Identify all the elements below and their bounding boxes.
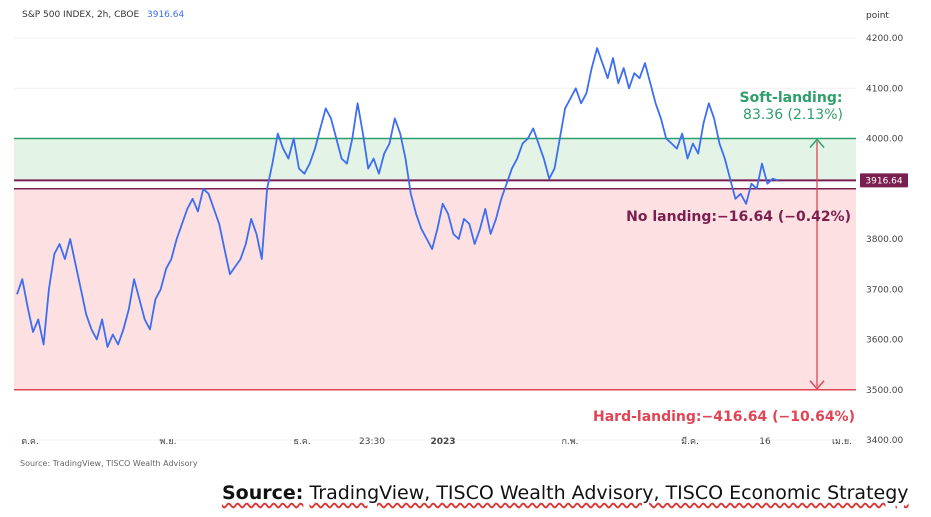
- symbol-title: S&P 500 INDEX, 2h, CBOE: [22, 10, 139, 20]
- landing-zones: [14, 138, 856, 390]
- axis-unit: point: [866, 11, 889, 21]
- footer-label: Source:: [222, 482, 304, 504]
- x-tick-label: ธ.ค.: [293, 437, 310, 447]
- level-lines: [14, 137, 856, 391]
- landing-arrows: [809, 138, 825, 390]
- y-tick-label: 3800.00: [866, 235, 903, 245]
- x-tick-label: พ.ย.: [160, 437, 177, 447]
- soft-landing-value: 83.36 (2.13%): [743, 107, 843, 123]
- x-tick-label: 2023: [430, 437, 455, 447]
- y-tick-label: 4000.00: [866, 135, 903, 145]
- x-tick-label: ก.พ.: [561, 437, 578, 447]
- series-group: [16, 47, 779, 348]
- soft-landing-arrowhead: [809, 138, 825, 148]
- footer-source: Source: TradingView, TISCO Wealth Adviso…: [222, 482, 912, 504]
- gridlines: [14, 37, 856, 441]
- x-tick-label: 16: [759, 437, 771, 447]
- hard-landing-zone: [14, 188, 856, 390]
- y-axis: 4200.00 4100.00 4000.00 3800.00 3700.00 3600.…: [866, 34, 903, 446]
- x-tick-label: ต.ค.: [21, 437, 39, 447]
- last-value: 3916.64: [147, 10, 184, 20]
- x-tick-label: มี.ค.: [681, 436, 699, 447]
- y-tick-label: 3500.00: [866, 386, 903, 396]
- y-tick-label: 3400.00: [866, 436, 903, 446]
- source-small: Source: TradingView, TISCO Wealth Adviso…: [20, 459, 198, 468]
- hard-landing-arrowhead: [809, 380, 825, 390]
- y-tick-label: 3600.00: [866, 336, 903, 346]
- footer-text: TradingView, TISCO Wealth Advisory, TISC…: [309, 482, 909, 504]
- y-tick-label: 4100.00: [866, 84, 903, 94]
- price-line: [16, 47, 779, 348]
- soft-landing-title: Soft-landing:: [740, 90, 843, 106]
- soft-landing-zone: [14, 138, 856, 181]
- no-landing-label: No landing:−16.64 (−0.42%): [626, 209, 851, 225]
- current-price-badge-text: 3916.64: [865, 176, 902, 186]
- x-tick-label: เม.ย.: [832, 437, 852, 447]
- current-price-badge-bg: [860, 173, 908, 188]
- hard-landing-label: Hard-landing:−416.64 (−10.64%): [593, 409, 855, 425]
- x-tick-label: 23:30: [359, 437, 385, 447]
- y-tick-label: 3700.00: [866, 285, 903, 295]
- y-tick-label: 4200.00: [866, 34, 903, 44]
- x-axis: ต.ค. พ.ย. ธ.ค. 23:30 2023 ก.พ. มี.ค. 16 เม.ย.: [21, 436, 852, 447]
- current-price-badge: 3916.64: [860, 173, 908, 188]
